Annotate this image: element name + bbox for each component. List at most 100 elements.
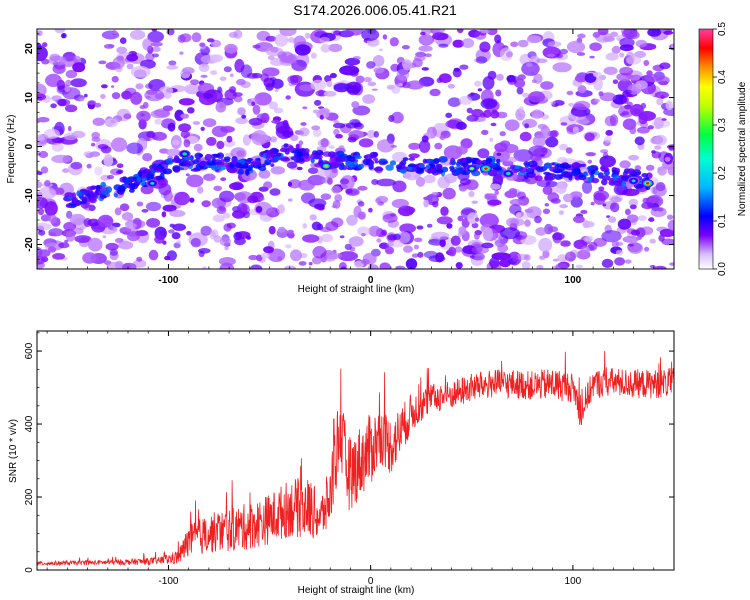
noise-blob xyxy=(87,237,103,252)
noise-blob xyxy=(664,156,671,162)
ridge-blob xyxy=(425,164,431,169)
ridge-blob xyxy=(590,169,596,174)
noise-blob xyxy=(602,152,609,160)
noise-blob xyxy=(224,43,238,54)
ridge-blob xyxy=(88,197,97,204)
noise-blob xyxy=(285,95,292,100)
noise-blob xyxy=(321,233,333,243)
noise-blob xyxy=(627,242,642,253)
noise-blob xyxy=(263,181,273,189)
ridge-blob xyxy=(245,168,250,176)
noise-blob xyxy=(310,162,316,168)
noise-blob xyxy=(469,255,475,259)
ridge-blob xyxy=(378,158,388,165)
noise-blob xyxy=(468,190,475,198)
ridge-blob xyxy=(165,158,174,165)
noise-blob xyxy=(491,252,511,260)
noise-blob xyxy=(452,68,462,78)
noise-blob xyxy=(594,98,600,103)
noise-blob xyxy=(524,219,531,227)
ridge-blob xyxy=(357,163,365,170)
ridge-blob xyxy=(481,159,490,166)
noise-blob xyxy=(542,185,553,195)
noise-blob xyxy=(44,180,51,187)
noise-blob xyxy=(151,46,161,52)
noise-blob xyxy=(94,166,103,176)
noise-blob xyxy=(442,187,456,200)
y-tick-label: 600 xyxy=(24,342,35,359)
noise-blob xyxy=(397,205,415,217)
spectrogram-frame xyxy=(36,28,675,270)
noise-blob xyxy=(357,185,368,191)
noise-blob xyxy=(209,230,216,240)
noise-blob xyxy=(598,186,605,192)
noise-blob xyxy=(439,238,446,248)
noise-blob xyxy=(37,171,43,175)
noise-blob xyxy=(312,129,322,137)
noise-blob xyxy=(152,53,160,58)
noise-blob xyxy=(647,125,654,130)
noise-blob xyxy=(573,215,585,224)
noise-blob xyxy=(415,176,426,187)
noise-blob xyxy=(249,264,263,269)
ridge-blob xyxy=(146,173,154,181)
noise-blob xyxy=(38,249,51,258)
ridge-blob xyxy=(212,153,221,158)
ridge-blob xyxy=(422,158,428,164)
noise-blob xyxy=(333,128,340,136)
noise-blob xyxy=(48,214,58,224)
noise-blob xyxy=(223,66,232,73)
noise-blob xyxy=(614,257,626,266)
noise-blob xyxy=(331,205,338,208)
noise-blob xyxy=(182,67,195,75)
ridge-blob xyxy=(223,156,231,161)
noise-blob xyxy=(608,216,617,223)
noise-blob xyxy=(51,154,71,164)
noise-blob xyxy=(312,246,327,259)
noise-blob xyxy=(333,122,346,129)
noise-blob xyxy=(287,37,296,43)
noise-blob xyxy=(351,101,360,109)
noise-blob xyxy=(215,101,227,113)
ridge-blob xyxy=(199,160,208,167)
noise-blob xyxy=(540,125,551,139)
noise-blob xyxy=(490,183,501,190)
noise-blob xyxy=(408,142,421,150)
noise-blob xyxy=(637,215,647,221)
noise-blob xyxy=(418,45,433,52)
noise-blob xyxy=(581,180,593,194)
ridge-blob xyxy=(496,158,501,164)
noise-blob xyxy=(103,154,114,167)
noise-blob xyxy=(670,43,674,49)
noise-blob xyxy=(121,262,137,269)
noise-blob xyxy=(92,117,106,127)
noise-blob xyxy=(545,136,559,148)
noise-blob xyxy=(457,215,464,222)
ridge-blob xyxy=(427,168,432,174)
noise-blob xyxy=(470,92,475,96)
colorbar-tick-label: 0.2 xyxy=(717,166,728,180)
noise-blob xyxy=(333,30,342,36)
noise-blob xyxy=(481,242,494,249)
noise-blob xyxy=(37,93,46,101)
noise-blob xyxy=(450,235,461,246)
noise-blob xyxy=(142,38,153,51)
noise-blob xyxy=(586,116,594,121)
noise-blob xyxy=(47,246,57,253)
noise-blob xyxy=(619,66,633,76)
ridge-blob xyxy=(621,181,627,187)
noise-blob xyxy=(619,52,625,58)
noise-blob xyxy=(649,238,656,244)
noise-blob xyxy=(446,223,453,229)
ridge-blob xyxy=(465,159,471,163)
noise-blob xyxy=(119,37,127,44)
noise-blob xyxy=(319,36,330,44)
noise-blob xyxy=(379,48,383,52)
noise-blob xyxy=(517,39,529,48)
noise-blob xyxy=(346,29,364,36)
noise-blob xyxy=(499,131,506,137)
noise-blob xyxy=(111,137,128,152)
noise-blob xyxy=(653,265,667,269)
ridge-blob xyxy=(71,192,77,199)
noise-blob xyxy=(601,258,614,268)
